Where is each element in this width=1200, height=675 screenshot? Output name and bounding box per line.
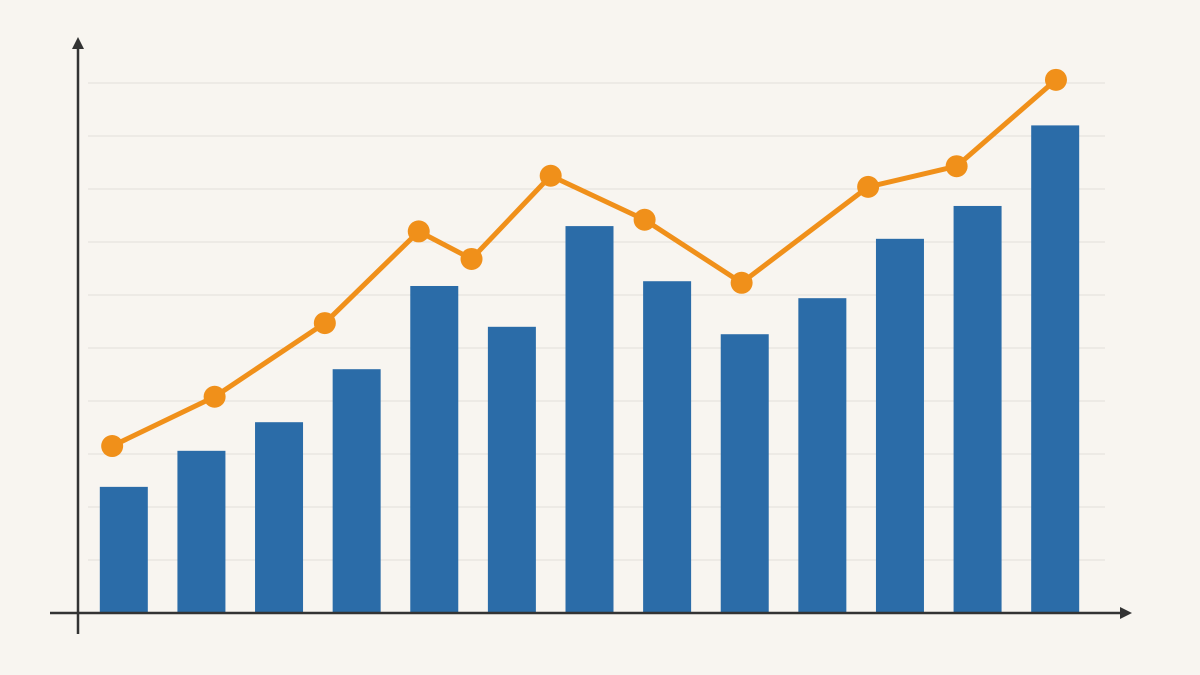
bar — [487, 326, 536, 613]
line-point — [460, 247, 483, 270]
line-point — [633, 208, 656, 231]
bar — [1031, 125, 1080, 614]
bar — [953, 205, 1002, 613]
line-point — [730, 271, 753, 294]
bar — [177, 450, 226, 613]
bar — [875, 238, 924, 613]
bar — [410, 285, 459, 613]
bar — [720, 334, 769, 613]
x-axis-arrow — [1120, 607, 1132, 619]
bar — [565, 226, 614, 613]
bars — [99, 125, 1080, 614]
line-point — [945, 155, 968, 178]
line-layer — [101, 68, 1067, 458]
y-axis-arrow — [72, 37, 84, 49]
line-point — [101, 435, 124, 458]
line-point — [857, 175, 880, 198]
bar — [332, 369, 381, 613]
line-point — [539, 164, 562, 187]
bar — [255, 422, 304, 613]
axes — [50, 37, 1132, 634]
line-point — [407, 220, 430, 243]
bar — [643, 281, 692, 613]
bar — [99, 486, 148, 613]
bar — [798, 298, 847, 613]
line-point — [1044, 68, 1067, 91]
line-point — [313, 312, 336, 335]
line-point — [203, 385, 226, 408]
